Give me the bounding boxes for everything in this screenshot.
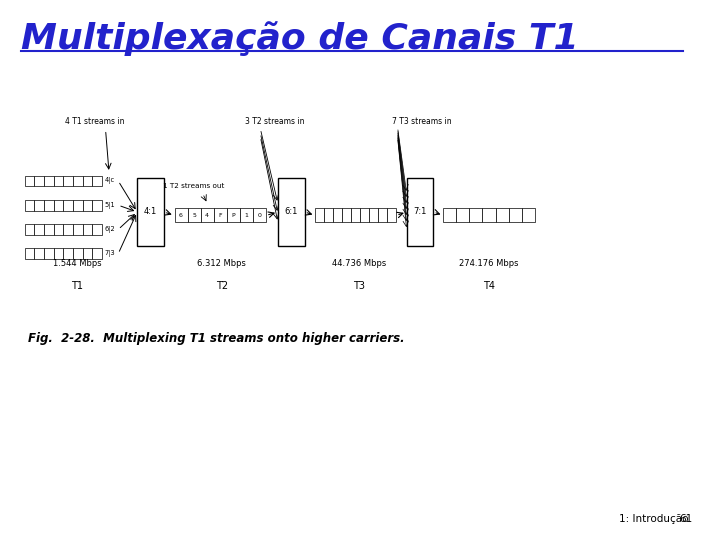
Bar [495, 208, 508, 222]
Bar [444, 208, 456, 222]
Bar [324, 208, 333, 222]
Bar [63, 176, 73, 186]
Text: 3 T2 streams in: 3 T2 streams in [245, 117, 304, 126]
Bar [407, 178, 433, 246]
Text: T2: T2 [215, 281, 228, 291]
Bar [54, 224, 63, 235]
Text: 1.544 Mbps: 1.544 Mbps [53, 259, 102, 268]
Text: 6: 6 [179, 213, 183, 218]
Bar [351, 208, 360, 222]
Bar [35, 176, 44, 186]
Bar [360, 208, 369, 222]
Text: 6.312 Mbps: 6.312 Mbps [197, 259, 246, 268]
Bar [73, 224, 83, 235]
Text: F: F [218, 213, 222, 218]
Bar [315, 208, 324, 222]
Bar [73, 176, 83, 186]
Bar [456, 208, 469, 222]
Bar [83, 176, 92, 186]
Text: 7|3: 7|3 [105, 251, 115, 257]
Text: 44.736 Mbps: 44.736 Mbps [332, 259, 386, 268]
Bar [63, 248, 73, 259]
Bar [92, 248, 102, 259]
Bar [522, 208, 535, 222]
Text: 5: 5 [192, 213, 196, 218]
Text: 274.176 Mbps: 274.176 Mbps [459, 259, 519, 268]
Bar [92, 176, 102, 186]
Text: 4: 4 [205, 213, 210, 218]
Text: Fig.  2-28.  Multiplexing T1 streams onto higher carriers.: Fig. 2-28. Multiplexing T1 streams onto … [28, 332, 405, 345]
Bar [35, 224, 44, 235]
Text: 6:1: 6:1 [284, 207, 298, 217]
Text: 61: 61 [679, 514, 692, 524]
Bar [44, 224, 54, 235]
Text: 1 T2 streams out: 1 T2 streams out [163, 183, 224, 190]
Text: 1: Introdução: 1: Introdução [619, 514, 689, 524]
Bar [508, 208, 522, 222]
Bar [54, 176, 63, 186]
Text: 5|1: 5|1 [105, 202, 115, 208]
Bar [24, 176, 35, 186]
Text: 4|c: 4|c [105, 178, 115, 184]
Bar [92, 200, 102, 211]
Bar [24, 224, 35, 235]
Bar [83, 224, 92, 235]
Text: T1: T1 [71, 281, 84, 291]
Bar [469, 208, 482, 222]
Text: T4: T4 [483, 281, 495, 291]
Bar [63, 200, 73, 211]
Bar [482, 208, 495, 222]
Text: P: P [232, 213, 235, 218]
Bar [138, 178, 164, 246]
Bar [174, 208, 188, 222]
Bar [92, 224, 102, 235]
Text: 7:1: 7:1 [413, 207, 427, 217]
Bar [35, 248, 44, 259]
Text: 4:1: 4:1 [144, 207, 157, 217]
Text: 1: 1 [244, 213, 248, 218]
Bar [201, 208, 214, 222]
Bar [73, 200, 83, 211]
Bar [378, 208, 387, 222]
Bar [333, 208, 342, 222]
Text: 7 T3 streams in: 7 T3 streams in [392, 117, 452, 126]
Text: Multiplexação de Canais T1: Multiplexação de Canais T1 [21, 22, 579, 57]
Bar [54, 200, 63, 211]
Bar [44, 248, 54, 259]
Bar [35, 200, 44, 211]
Bar [227, 208, 240, 222]
Text: T3: T3 [353, 281, 365, 291]
Bar [253, 208, 266, 222]
Bar [214, 208, 227, 222]
Text: 4 T1 streams in: 4 T1 streams in [66, 117, 125, 126]
Text: 6|2: 6|2 [105, 226, 116, 233]
Bar [83, 248, 92, 259]
Bar [369, 208, 378, 222]
Bar [188, 208, 201, 222]
Bar [44, 200, 54, 211]
Bar [342, 208, 351, 222]
Bar [278, 178, 305, 246]
Bar [24, 248, 35, 259]
Bar [83, 200, 92, 211]
Bar [24, 200, 35, 211]
Bar [54, 248, 63, 259]
Bar [63, 224, 73, 235]
Bar [73, 248, 83, 259]
Bar [240, 208, 253, 222]
Bar [387, 208, 396, 222]
Bar [44, 176, 54, 186]
Text: 0: 0 [258, 213, 261, 218]
